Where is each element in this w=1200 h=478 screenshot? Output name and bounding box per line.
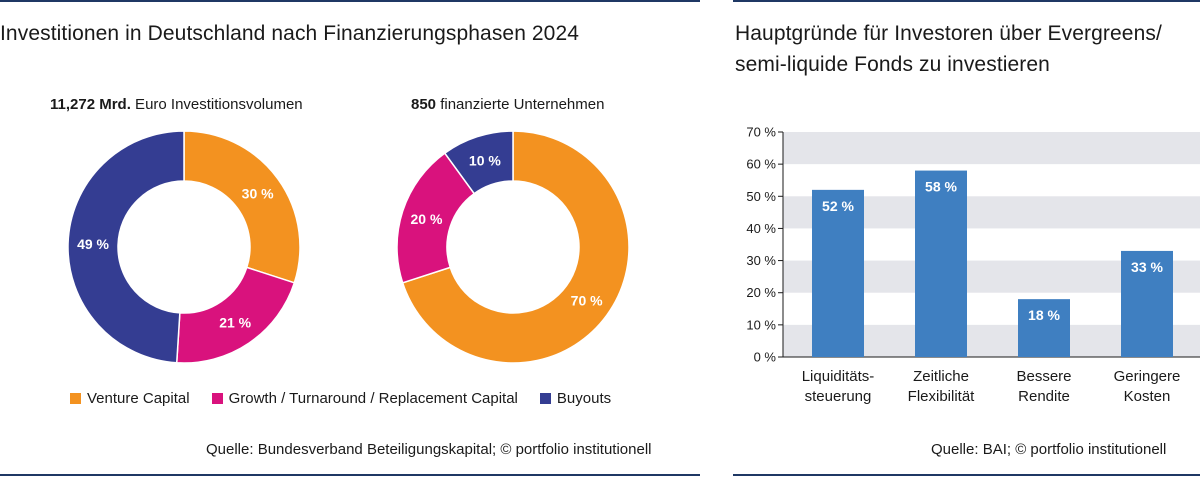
y-tick-label: 50 % [746, 189, 776, 204]
x-category-label-liquidit-ts-steuerung: Liquiditäts- [802, 368, 875, 385]
donut2-label-venture-capital: 70 % [571, 292, 603, 308]
donut2-subtitle-text: finanzierte Unternehmen [436, 96, 605, 113]
left-bottom-rule [0, 474, 700, 476]
bar-value-label-bessererendite: 18 % [1028, 307, 1060, 323]
bar-bessererendite [1018, 299, 1070, 357]
legend: Venture Capital Growth / Turnaround / Re… [70, 390, 611, 407]
right-bottom-rule [733, 474, 1200, 476]
y-tick-label: 0 % [754, 350, 777, 365]
donut1-label-venture-capital: 30 % [242, 186, 274, 202]
x-category-label-zeitlicheflexibilit-t: Flexibilität [908, 388, 976, 405]
legend-swatch-buyouts [539, 393, 551, 404]
bar-zeitlicheflexibilit-t [915, 170, 967, 357]
donut2-label-buyouts: 10 % [469, 152, 501, 168]
donut1-slice-buyouts [67, 130, 185, 364]
bar-geringerekosten [1121, 250, 1173, 357]
bar-value-label-geringerekosten: 33 % [1131, 259, 1163, 275]
donut-chart-investment-volume: 30 % 21 % 49 % [67, 130, 301, 364]
legend-item-growth: Growth / Turnaround / Replacement Capita… [211, 390, 518, 407]
donut2-label-growth-turnaround-replacement-capital: 20 % [410, 211, 442, 227]
donut2-slice-buyouts [443, 130, 514, 195]
right-chart-title-line2: semi-liquide Fonds zu investieren [735, 53, 1050, 76]
donut2-subtitle: 850 finanzierte Unternehmen [411, 96, 604, 113]
bar-value-label-liquidit-ts-steuerung: 52 % [822, 198, 854, 214]
y-tick-label: 20 % [746, 285, 776, 300]
right-chart-title-line1: Hauptgründe für Investoren über Evergree… [735, 22, 1162, 45]
donut1-subtitle: 11,272 Mrd. Euro Investitionsvolumen [50, 96, 303, 113]
x-category-label-liquidit-ts-steuerung: steuerung [805, 388, 872, 405]
donut1-slice-growth-turnaround-replacement-capital [175, 266, 296, 364]
donut1-subtitle-value: 11,272 Mrd. [50, 96, 131, 113]
right-source: Quelle: BAI; © portfolio institutionell [931, 441, 1167, 458]
legend-swatch-growth [211, 393, 223, 404]
legend-label-buyouts: Buyouts [556, 390, 612, 407]
donut2-subtitle-value: 850 [411, 96, 437, 113]
x-category-label-bessererendite: Rendite [1018, 388, 1070, 405]
legend-label-venture-capital: Venture Capital [87, 390, 190, 407]
left-source: Quelle: Bundesverband Beteiligungskapita… [206, 441, 652, 458]
bar-value-label-zeitlicheflexibilit-t: 58 % [925, 179, 957, 195]
donut1-label-growth-turnaround-replacement-capital: 21 % [219, 314, 251, 330]
left-top-rule [0, 0, 700, 2]
donut2-slice-venture-capital [401, 130, 630, 364]
y-tick-label: 10 % [746, 317, 776, 332]
legend-item-venture-capital: Venture Capital [70, 390, 190, 407]
y-tick-label: 40 % [746, 221, 776, 236]
y-tick-label: 60 % [746, 157, 776, 172]
legend-label-growth: Growth / Turnaround / Replacement Capita… [228, 390, 518, 407]
x-category-label-bessererendite: Bessere [1016, 368, 1071, 385]
x-category-label-geringerekosten: Kosten [1124, 388, 1171, 405]
bar-liquidit-ts-steuerung [812, 189, 864, 357]
donut1-slice-venture-capital [183, 130, 301, 284]
legend-swatch-venture-capital [70, 393, 81, 404]
y-tick-label: 30 % [746, 253, 776, 268]
donut1-subtitle-text: Euro Investitionsvolumen [130, 96, 303, 113]
legend-item-buyouts: Buyouts [539, 390, 612, 407]
x-category-label-zeitlicheflexibilit-t: Zeitliche [913, 368, 969, 385]
right-top-rule [733, 0, 1200, 2]
donut-chart-companies: 70 % 20 % 10 % [396, 130, 630, 364]
y-tick-label: 70 % [746, 125, 776, 140]
grid-band [783, 132, 1200, 165]
x-category-label-geringerekosten: Geringere [1114, 368, 1181, 385]
donut1-label-buyouts: 49 % [77, 236, 109, 252]
left-chart-title: Investitionen in Deutschland nach Finanz… [0, 22, 580, 45]
